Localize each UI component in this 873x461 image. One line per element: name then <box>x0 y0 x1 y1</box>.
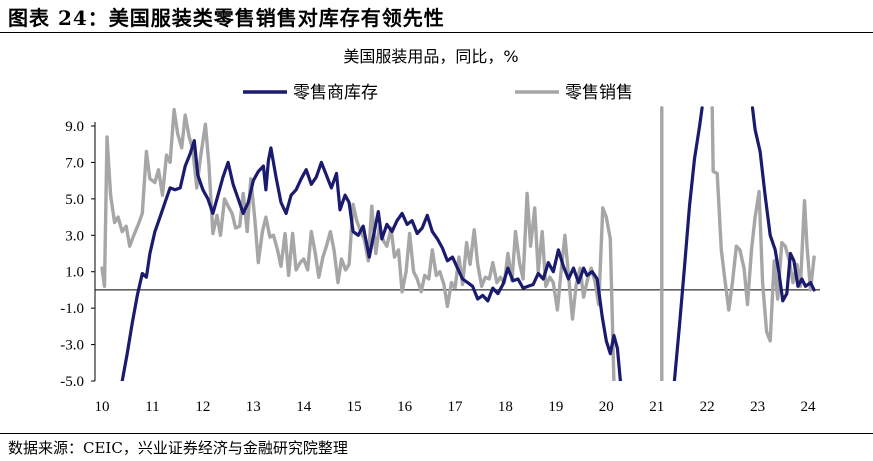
y-tick-label: -3.0 <box>60 338 84 354</box>
axes: -5.0 -3.0 -1.0 1.0 3.0 5.0 7.0 9.0 10 11 12 13 14 15 1… <box>60 119 820 415</box>
x-tick-label: 20 <box>599 399 614 415</box>
x-tick-label: 15 <box>347 399 362 415</box>
figure-title: 图表 24：美国服装类零售销售对库存有领先性 <box>8 6 445 30</box>
top-rule <box>0 32 873 33</box>
chart-subtitle: 美国服装用品，同比，% <box>343 47 518 66</box>
y-tick-label: 1.0 <box>65 265 84 281</box>
y-tick-label: 3.0 <box>65 228 84 244</box>
x-tick-label: 12 <box>195 399 210 415</box>
x-tick-label: 19 <box>548 399 563 415</box>
y-tick-label: -1.0 <box>60 301 84 317</box>
legend-label: 零售商库存 <box>293 83 378 103</box>
y-tick-label: -5.0 <box>60 374 84 390</box>
source-note: 数据来源：CEIC，兴业证券经济与金融研究院整理 <box>8 439 348 457</box>
x-tick-label: 24 <box>801 399 817 415</box>
y-tick-label: 7.0 <box>65 155 84 171</box>
legend-label: 零售销售 <box>565 83 633 103</box>
x-tick-label: 23 <box>750 399 765 415</box>
x-tick-label: 13 <box>246 399 261 415</box>
series-line-inventory <box>120 106 816 381</box>
x-tick-label: 11 <box>145 399 159 415</box>
y-tick-label: 5.0 <box>65 192 84 208</box>
x-tick-label: 18 <box>498 399 513 415</box>
x-tick-label: 22 <box>700 399 715 415</box>
series-line-sales <box>100 106 816 381</box>
series-layer <box>100 106 816 381</box>
y-tick-label: 9.0 <box>65 119 84 135</box>
legend: 零售商库存 零售销售 <box>243 83 633 103</box>
bottom-rule <box>0 433 873 434</box>
x-tick-label: 21 <box>649 399 664 415</box>
x-tick-label: 16 <box>397 399 413 415</box>
x-tick-label: 17 <box>448 399 464 415</box>
x-tick-label: 10 <box>95 399 110 415</box>
x-tick-label: 14 <box>296 399 312 415</box>
